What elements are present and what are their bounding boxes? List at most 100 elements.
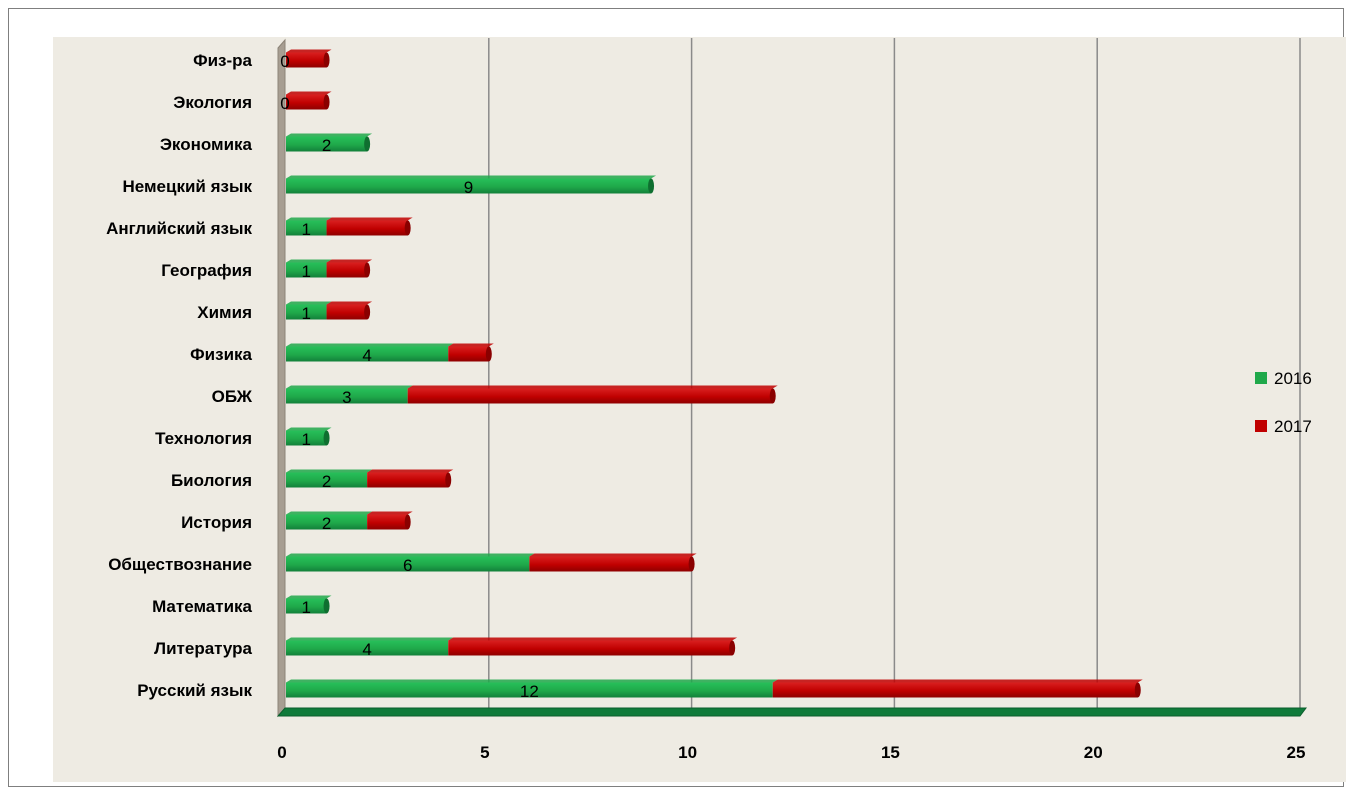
chart-frame [8, 8, 1346, 787]
bar-2017-0 [772, 682, 1138, 698]
x-tick-label: 15 [881, 743, 900, 762]
bar-end-15 [323, 52, 330, 68]
data-label: 2 [322, 136, 331, 155]
data-label: 4 [362, 640, 371, 659]
bar-end-3 [688, 556, 695, 572]
data-label: 1 [302, 304, 311, 323]
bar-end-0 [1134, 682, 1141, 698]
bar-top-2016-2 [286, 595, 332, 599]
data-label: 9 [464, 178, 473, 197]
bar-top-2016-3 [286, 553, 535, 557]
category-label: Немецкий язык [122, 177, 252, 196]
bar-2017-3 [529, 556, 692, 572]
bar-2017-1 [448, 640, 733, 656]
bar-2017-14 [286, 94, 327, 110]
bar-2017-5 [367, 472, 449, 488]
category-label: Русский язык [137, 681, 252, 700]
bar-end-7 [769, 388, 776, 404]
bar-2016-4 [286, 514, 368, 530]
bar-top-2016-11 [286, 217, 332, 221]
bar-2016-9 [286, 304, 327, 320]
category-label: Биология [171, 471, 252, 490]
bar-2016-3 [286, 556, 530, 572]
legend-label-2017: 2017 [1274, 417, 1312, 436]
data-label: 1 [302, 220, 311, 239]
bar-2016-11 [286, 220, 327, 236]
bar-top-2017-7 [407, 385, 778, 389]
bar-2017-11 [326, 220, 408, 236]
bar-top-2016-10 [286, 259, 332, 263]
bar-end-6 [323, 430, 330, 446]
bar-top-2017-1 [448, 637, 738, 641]
bar-2016-5 [286, 472, 368, 488]
bar-top-2016-4 [286, 511, 373, 515]
category-label: Физика [190, 345, 252, 364]
bar-top-2017-3 [529, 553, 697, 557]
data-label: 0 [280, 94, 289, 113]
data-label: 1 [302, 598, 311, 617]
bar-top-2017-8 [448, 343, 494, 347]
bar-2016-13 [286, 136, 368, 152]
data-label: 2 [322, 514, 331, 533]
legend-label-2016: 2016 [1274, 369, 1312, 388]
bar-2017-9 [326, 304, 368, 320]
bar-top-2017-14 [286, 91, 332, 95]
bar-2016-10 [286, 262, 327, 278]
x-tick-label: 25 [1287, 743, 1306, 762]
category-label: Экология [173, 93, 252, 112]
bar-2017-4 [367, 514, 408, 530]
x-tick-label: 10 [678, 743, 697, 762]
bar-top-2016-0 [286, 679, 778, 683]
bar-top-2016-7 [286, 385, 413, 389]
bar-top-2016-8 [286, 343, 454, 347]
data-label: 12 [520, 682, 539, 701]
data-label: 2 [322, 472, 331, 491]
bar-top-2016-12 [286, 175, 657, 179]
bar-2017-15 [286, 52, 327, 68]
bar-2016-1 [286, 640, 449, 656]
bar-end-11 [404, 220, 411, 236]
bar-end-12 [648, 178, 655, 194]
bar-top-2016-9 [286, 301, 332, 305]
bar-top-2017-4 [367, 511, 413, 515]
bar-top-2016-1 [286, 637, 454, 641]
category-label: Обществознание [108, 555, 252, 574]
data-label: 1 [302, 262, 311, 281]
bar-top-2017-10 [326, 259, 373, 263]
bar-end-4 [404, 514, 411, 530]
bar-end-8 [485, 346, 492, 362]
legend-swatch-2016 [1255, 372, 1267, 384]
data-label: 6 [403, 556, 412, 575]
bar-2017-10 [326, 262, 368, 278]
category-label: Математика [152, 597, 252, 616]
bar-2017-7 [407, 388, 773, 404]
bar-end-10 [364, 262, 371, 278]
left-wall [277, 38, 286, 718]
legend-swatch-2017 [1255, 420, 1267, 432]
x-tick-label: 5 [480, 743, 489, 762]
category-label: Экономика [160, 135, 253, 154]
chart-floor [276, 707, 1307, 717]
category-label: Физ-ра [193, 51, 252, 70]
bar-end-14 [323, 94, 330, 110]
bar-top-2016-13 [286, 133, 373, 137]
bar-top-2017-9 [326, 301, 373, 305]
bar-2016-7 [286, 388, 408, 404]
bar-end-5 [445, 472, 452, 488]
chart-background [53, 37, 1346, 782]
category-label: Химия [197, 303, 252, 322]
bar-top-2017-11 [326, 217, 413, 221]
bar-2016-8 [286, 346, 449, 362]
category-label: Технология [155, 429, 252, 448]
bar-top-2017-15 [286, 49, 332, 53]
bar-2016-6 [286, 430, 327, 446]
data-label: 4 [362, 346, 371, 365]
data-label: 0 [280, 52, 289, 71]
bar-end-1 [729, 640, 736, 656]
bar-top-2016-6 [286, 427, 332, 431]
bar-2016-0 [286, 682, 773, 698]
bar-end-9 [364, 304, 371, 320]
bar-2017-8 [448, 346, 489, 362]
data-label: 1 [302, 430, 311, 449]
